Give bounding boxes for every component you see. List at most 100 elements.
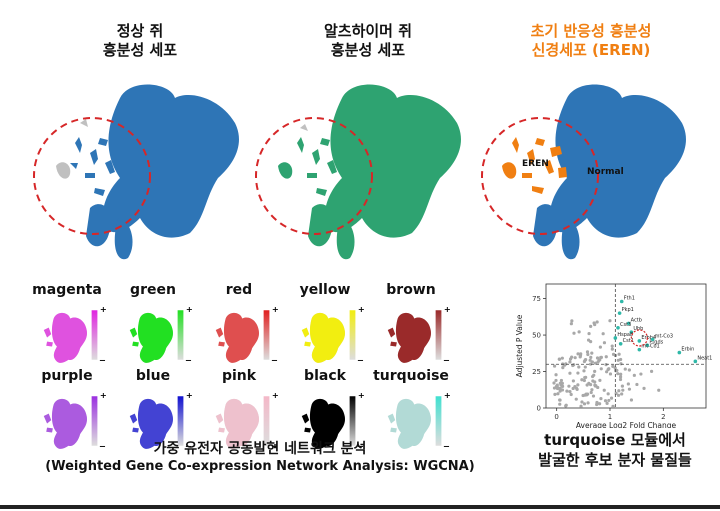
turquoise-caption-line1: turquoise 모듈에서: [544, 431, 686, 449]
background-point: [614, 369, 618, 373]
background-point: [618, 377, 623, 382]
turquoise-caption-line2: 발굴한 후보 분자 물질들: [538, 451, 692, 469]
background-point: [560, 356, 564, 360]
module-plus-pink: +: [272, 390, 279, 400]
background-point: [571, 379, 575, 383]
background-point: [626, 382, 630, 386]
module-colorbar-magenta: [91, 310, 98, 360]
background-point: [582, 369, 586, 373]
background-point: [602, 388, 606, 392]
module-panel-yellow: +−: [301, 304, 365, 365]
module-label-purple: purple: [41, 368, 93, 384]
background-point: [590, 388, 594, 392]
y-tick-label: 0: [537, 405, 541, 413]
point-Erbin: [677, 350, 682, 355]
x-tick-label: 2: [661, 413, 665, 421]
module-label-pink: pink: [221, 368, 257, 384]
point-label-mt-Co1: mt-Co1: [641, 344, 659, 350]
title-normal-line1: 정상 쥐: [116, 22, 164, 40]
point-label-Hspa8: Hspa8: [617, 332, 633, 338]
background-point: [657, 388, 661, 392]
module-minus-black: −: [357, 441, 364, 451]
umap-alzheimer-large-cluster: [308, 84, 461, 260]
module-panel-blue: +−: [129, 390, 193, 451]
background-point: [576, 383, 580, 387]
background-point: [573, 356, 577, 360]
background-point: [635, 382, 639, 387]
background-point: [588, 362, 593, 366]
background-point: [623, 367, 627, 371]
background-point: [619, 372, 623, 376]
background-point: [607, 398, 611, 403]
x-axis-label: Average Log2 Fold Change: [576, 421, 677, 428]
x-tick-label: 0: [554, 413, 558, 421]
module-minus-pink: −: [271, 441, 278, 451]
point-Cst1: [618, 342, 623, 346]
background-point: [568, 389, 572, 394]
umap-normal-grey-cluster: [56, 119, 88, 179]
background-point: [611, 364, 615, 368]
y-tick-label: 75: [532, 295, 541, 303]
umap-normal-large-cluster: [86, 84, 239, 260]
background-point: [552, 364, 557, 368]
background-point: [599, 367, 603, 371]
background-point: [608, 319, 612, 323]
background-point: [589, 390, 593, 395]
background-point: [616, 393, 621, 397]
umap-eren-dashed-circle: [481, 117, 599, 235]
background-point: [580, 400, 584, 404]
wgcna-caption-line2: (Weighted Gene Co-expression Network Ana…: [45, 459, 475, 474]
background-point: [571, 363, 575, 368]
background-point: [558, 402, 562, 406]
background-point: [572, 331, 576, 335]
background-point: [601, 332, 605, 336]
module-blob-pink: [215, 398, 260, 449]
module-blob-base-turquoise: [387, 398, 432, 449]
point-label-Ptgds: Ptgds: [649, 339, 663, 345]
scatter-chart: 0 1 2 0 25 50 75 Average Log2 Fold Change Adjust…: [515, 283, 712, 428]
module-blob-black: [301, 398, 346, 449]
background-point: [554, 373, 558, 377]
module-blob-blue: [129, 398, 174, 449]
module-plus-blue: +: [186, 390, 193, 400]
background-point: [580, 378, 584, 382]
point-Ptgds: [645, 343, 650, 348]
module-minus-red: −: [271, 355, 278, 365]
background-point: [570, 319, 574, 323]
turquoise-caption: turquoise 모듈에서 발굴한 후보 분자 물질들: [520, 430, 710, 470]
point-label-Cst1: Cst1: [623, 338, 634, 344]
point-Erbb4: [637, 339, 642, 343]
module-label-brown: brown: [386, 282, 436, 298]
point-label-Actb: Actb: [631, 317, 642, 323]
background-point: [558, 386, 562, 391]
point-label-Fth1: Fth1: [624, 296, 635, 302]
background-point: [582, 402, 587, 406]
title-eren-line1: 초기 반응성 흥분성: [530, 22, 652, 40]
title-eren-line2: 신경세포 (EREN): [531, 41, 651, 59]
module-minus-purple: −: [99, 441, 106, 451]
background-point: [556, 392, 560, 396]
point-label-Neat1: Neat1: [697, 355, 712, 361]
point-Cst3: [616, 325, 620, 330]
module-panel-purple: +−: [43, 390, 107, 451]
background-point: [598, 345, 602, 349]
background-point: [599, 397, 603, 401]
y-axis-label: Adjusted P Value: [515, 314, 524, 377]
background-point: [617, 389, 621, 393]
background-point: [591, 394, 596, 398]
module-label-green: green: [130, 282, 176, 298]
background-point: [569, 392, 573, 397]
umap-eren-cluster: [502, 137, 567, 194]
point-mt-Co1: [637, 347, 642, 352]
module-colorbar-brown: [435, 310, 442, 360]
point-Ubb: [629, 330, 634, 334]
background-point: [608, 372, 613, 376]
background-point: [567, 384, 571, 388]
y-tick-label: 50: [532, 332, 541, 340]
background-point: [569, 322, 573, 326]
background-point: [555, 386, 560, 391]
background-point: [582, 378, 586, 383]
module-plus-red: +: [272, 304, 279, 314]
background-point: [560, 388, 565, 392]
module-blob-turquoise: [387, 398, 432, 449]
